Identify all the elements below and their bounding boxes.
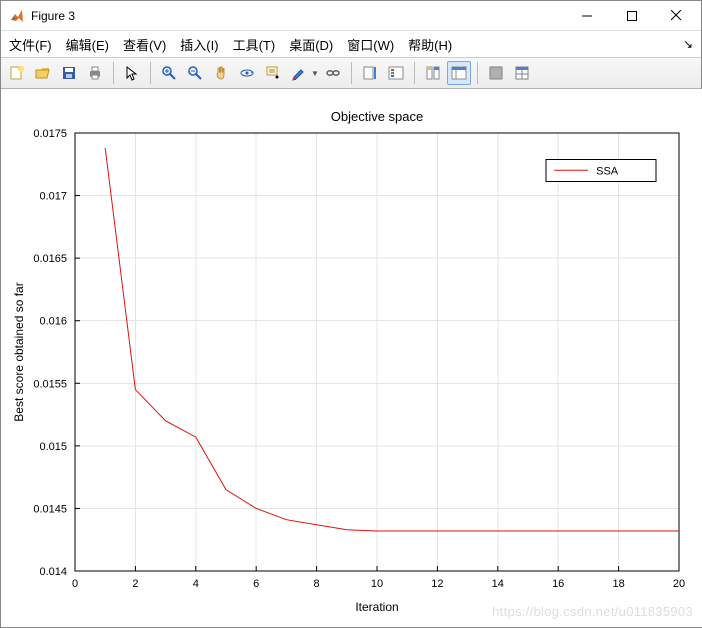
print-button[interactable] [83, 61, 107, 85]
pan-button[interactable] [209, 61, 233, 85]
menu-help[interactable]: 帮助(H) [408, 35, 452, 54]
watermark: https://blog.csdn.net/u011835903 [492, 604, 693, 619]
grid-multi-button[interactable] [510, 61, 534, 85]
svg-text:6: 6 [253, 578, 259, 590]
svg-text:0.0165: 0.0165 [33, 253, 67, 265]
toolbar: ▼ [1, 57, 701, 89]
save-button[interactable] [57, 61, 81, 85]
zoom-out-button[interactable] [183, 61, 207, 85]
svg-text:0.0155: 0.0155 [33, 378, 67, 390]
zoom-in-button[interactable] [157, 61, 181, 85]
plot-area: 0 2 4 6 8 10 12 14 16 18 20 0.014 0.0145 0.015 0.0155 0… [1, 89, 702, 627]
svg-text:Iteration: Iteration [355, 600, 398, 614]
menu-overflow-icon[interactable]: ↘ [683, 37, 693, 51]
svg-text:Best score obtained so far: Best score obtained so far [12, 282, 26, 421]
svg-text:18: 18 [612, 578, 624, 590]
new-figure-button[interactable] [5, 61, 29, 85]
svg-text:SSA: SSA [596, 165, 619, 177]
menu-edit[interactable]: 编辑(E) [66, 35, 109, 54]
svg-text:0.0175: 0.0175 [33, 128, 67, 140]
window-title: Figure 3 [31, 9, 564, 23]
svg-text:0.015: 0.015 [39, 441, 67, 453]
titlebar: Figure 3 [1, 1, 701, 31]
show-tools-button[interactable] [447, 61, 471, 85]
menu-tools[interactable]: 工具(T) [233, 35, 276, 54]
brush-button[interactable] [287, 61, 311, 85]
grid-single-button[interactable] [484, 61, 508, 85]
datatip-button[interactable] [261, 61, 285, 85]
svg-text:0.016: 0.016 [39, 316, 67, 328]
insert-colorbar-button[interactable] [358, 61, 382, 85]
svg-text:0: 0 [72, 578, 78, 590]
svg-text:2: 2 [132, 578, 138, 590]
svg-text:0.014: 0.014 [39, 566, 67, 578]
brush-dropdown-icon[interactable]: ▼ [311, 69, 319, 78]
svg-text:8: 8 [314, 578, 320, 590]
svg-text:0.017: 0.017 [39, 191, 67, 203]
maximize-button[interactable] [609, 2, 654, 30]
svg-text:14: 14 [492, 578, 504, 590]
menu-insert[interactable]: 插入(I) [180, 35, 218, 54]
rotate-button[interactable] [235, 61, 259, 85]
minimize-button[interactable] [564, 2, 609, 30]
svg-text:10: 10 [371, 578, 383, 590]
menu-view[interactable]: 查看(V) [123, 35, 166, 54]
svg-text:20: 20 [673, 578, 685, 590]
menu-file[interactable]: 文件(F) [9, 35, 52, 54]
close-button[interactable] [654, 2, 699, 30]
svg-text:12: 12 [431, 578, 443, 590]
link-button[interactable] [321, 61, 345, 85]
svg-text:Objective space: Objective space [331, 109, 424, 124]
open-button[interactable] [31, 61, 55, 85]
menubar: 文件(F) 编辑(E) 查看(V) 插入(I) 工具(T) 桌面(D) 窗口(W… [1, 31, 701, 57]
menu-window[interactable]: 窗口(W) [347, 35, 394, 54]
svg-text:16: 16 [552, 578, 564, 590]
svg-text:0.0145: 0.0145 [33, 503, 67, 515]
insert-legend-button[interactable] [384, 61, 408, 85]
svg-text:4: 4 [193, 578, 199, 590]
chart: 0 2 4 6 8 10 12 14 16 18 20 0.014 0.0145 0.015 0.0155 0… [1, 89, 702, 627]
menu-desktop[interactable]: 桌面(D) [289, 35, 333, 54]
matlab-icon [9, 8, 25, 24]
pointer-button[interactable] [120, 61, 144, 85]
hide-tools-button[interactable] [421, 61, 445, 85]
